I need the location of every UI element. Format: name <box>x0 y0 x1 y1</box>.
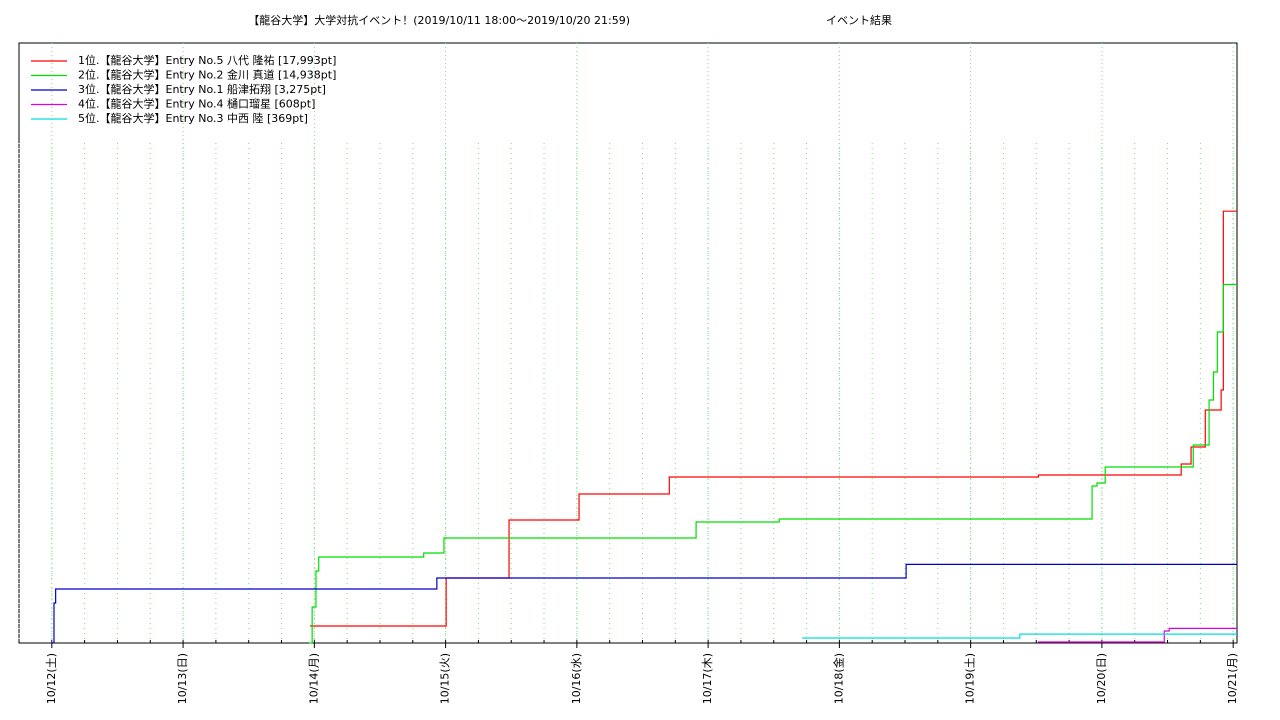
legend-label: 4位.【龍谷大学】Entry No.4 樋口瑠星 [608pt] <box>78 97 315 111</box>
legend-label: 2位.【龍谷大学】Entry No.2 金川 真道 [14,938pt] <box>78 68 336 82</box>
series-line <box>309 210 1237 627</box>
legend-label: 1位.【龍谷大学】Entry No.5 八代 隆祐 [17,993pt] <box>78 53 336 67</box>
series-line <box>802 633 1237 639</box>
x-tick-label: 10/15(火) <box>439 653 452 704</box>
x-tick-label: 10/16(水) <box>570 653 583 704</box>
plot-frame <box>18 42 1238 644</box>
x-tick-label: 10/18(金) <box>831 653 845 704</box>
x-tick-label: 10/17(木) <box>701 653 714 704</box>
series-line <box>1037 627 1237 643</box>
series-line <box>308 283 1237 644</box>
x-tick-label: 10/19(土) <box>964 653 977 704</box>
legend-label: 3位.【龍谷大学】Entry No.1 船津拓翔 [3,275pt] <box>78 82 326 96</box>
x-tick-label: 10/12(土) <box>45 653 58 704</box>
x-tick-label: 10/13(日) <box>176 653 189 704</box>
chart-subtitle: イベント結果 <box>826 13 892 27</box>
legend-label: 5位.【龍谷大学】Entry No.3 中西 陸 [369pt] <box>78 111 308 125</box>
x-tick-label: 10/14(月) <box>307 653 320 704</box>
x-tick-label: 10/20(日) <box>1095 653 1108 704</box>
chart-title: 【龍谷大学】大学対抗イベント！(2019/10/11 18:00～2019/10… <box>248 13 630 27</box>
series-line <box>51 563 1237 644</box>
x-tick-label: 10/21(月) <box>1226 653 1239 704</box>
